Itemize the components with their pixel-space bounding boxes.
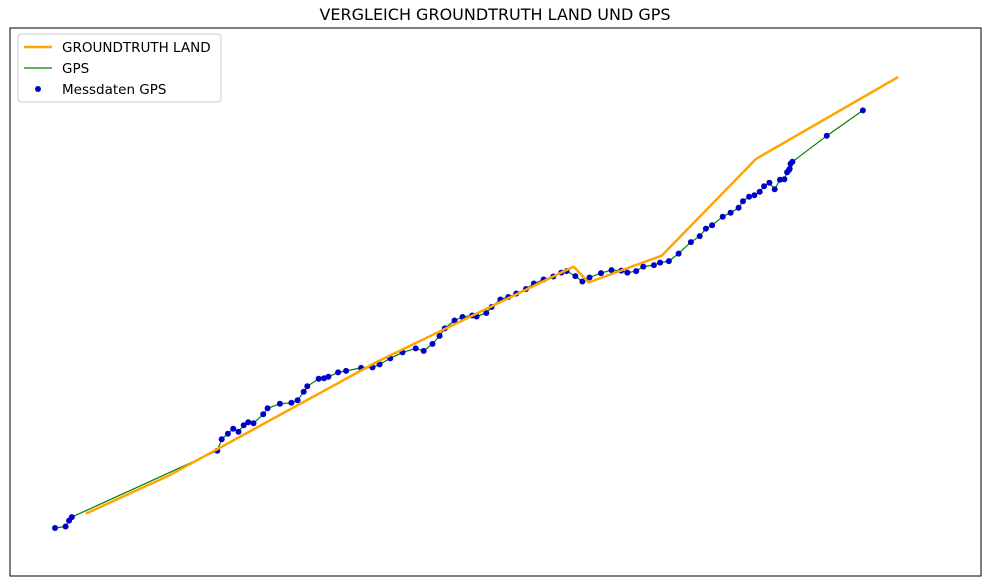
data-point (586, 274, 593, 281)
data-point (823, 132, 830, 139)
data-point (579, 278, 586, 285)
data-point (420, 347, 427, 354)
data-point (665, 258, 672, 265)
data-point (786, 165, 793, 172)
data-point (68, 514, 75, 521)
data-point (412, 345, 419, 352)
data-point (294, 397, 301, 404)
data-point (235, 428, 242, 435)
legend: GROUNDTRUTH LAND GPS Messdaten GPS (17, 33, 222, 103)
data-point (751, 192, 758, 199)
data-point (429, 340, 436, 347)
data-point (288, 399, 295, 406)
data-point (633, 268, 640, 275)
data-point (218, 436, 225, 443)
data-point (657, 259, 664, 266)
data-point (696, 233, 703, 240)
data-point (245, 419, 252, 426)
data-point (650, 262, 657, 269)
data-point (276, 400, 283, 407)
legend-label-gps-measurements: Messdaten GPS (62, 82, 166, 98)
data-point (735, 204, 742, 211)
data-point (260, 411, 267, 418)
data-point (230, 425, 237, 432)
data-point (789, 158, 796, 165)
data-point (304, 383, 311, 390)
data-point (727, 209, 734, 216)
series-layer (52, 75, 899, 531)
data-point (335, 369, 342, 376)
data-point (624, 269, 631, 276)
data-point (52, 525, 58, 531)
data-point (859, 107, 866, 114)
data-point (598, 270, 604, 277)
data-point (771, 186, 778, 193)
data-point (675, 250, 682, 257)
data-point (740, 198, 746, 205)
data-point (761, 183, 768, 190)
data-point (436, 332, 443, 339)
data-point (719, 213, 726, 220)
series-points-messdaten-gps (52, 107, 866, 531)
data-point (777, 176, 783, 183)
data-point (709, 222, 716, 229)
data-point (687, 239, 694, 246)
data-point (300, 388, 307, 395)
legend-frame (17, 33, 222, 103)
legend-swatch-gps-measurements (35, 86, 41, 92)
data-point (608, 267, 615, 274)
data-point (702, 225, 709, 232)
data-point (240, 422, 247, 429)
data-point (343, 367, 350, 374)
data-point (224, 430, 231, 437)
chart-title: VERGLEICH GROUNDTRUTH LAND UND GPS (319, 5, 670, 24)
data-point (451, 317, 458, 324)
data-point (325, 373, 332, 380)
data-point (315, 375, 322, 382)
data-point (756, 188, 763, 195)
data-point (62, 523, 69, 530)
legend-label-groundtruth: GROUNDTRUTH LAND (62, 40, 211, 56)
data-point (483, 310, 490, 316)
data-point (746, 193, 753, 200)
plot-area-frame (9, 27, 982, 577)
data-point (264, 405, 271, 412)
legend-label-gps: GPS (62, 61, 89, 77)
data-point (766, 179, 773, 186)
data-point (376, 361, 383, 368)
data-point (781, 176, 788, 183)
data-point (640, 263, 647, 270)
data-point (572, 273, 579, 280)
data-point (250, 420, 257, 427)
series-line-groundtruth-land (85, 75, 899, 515)
